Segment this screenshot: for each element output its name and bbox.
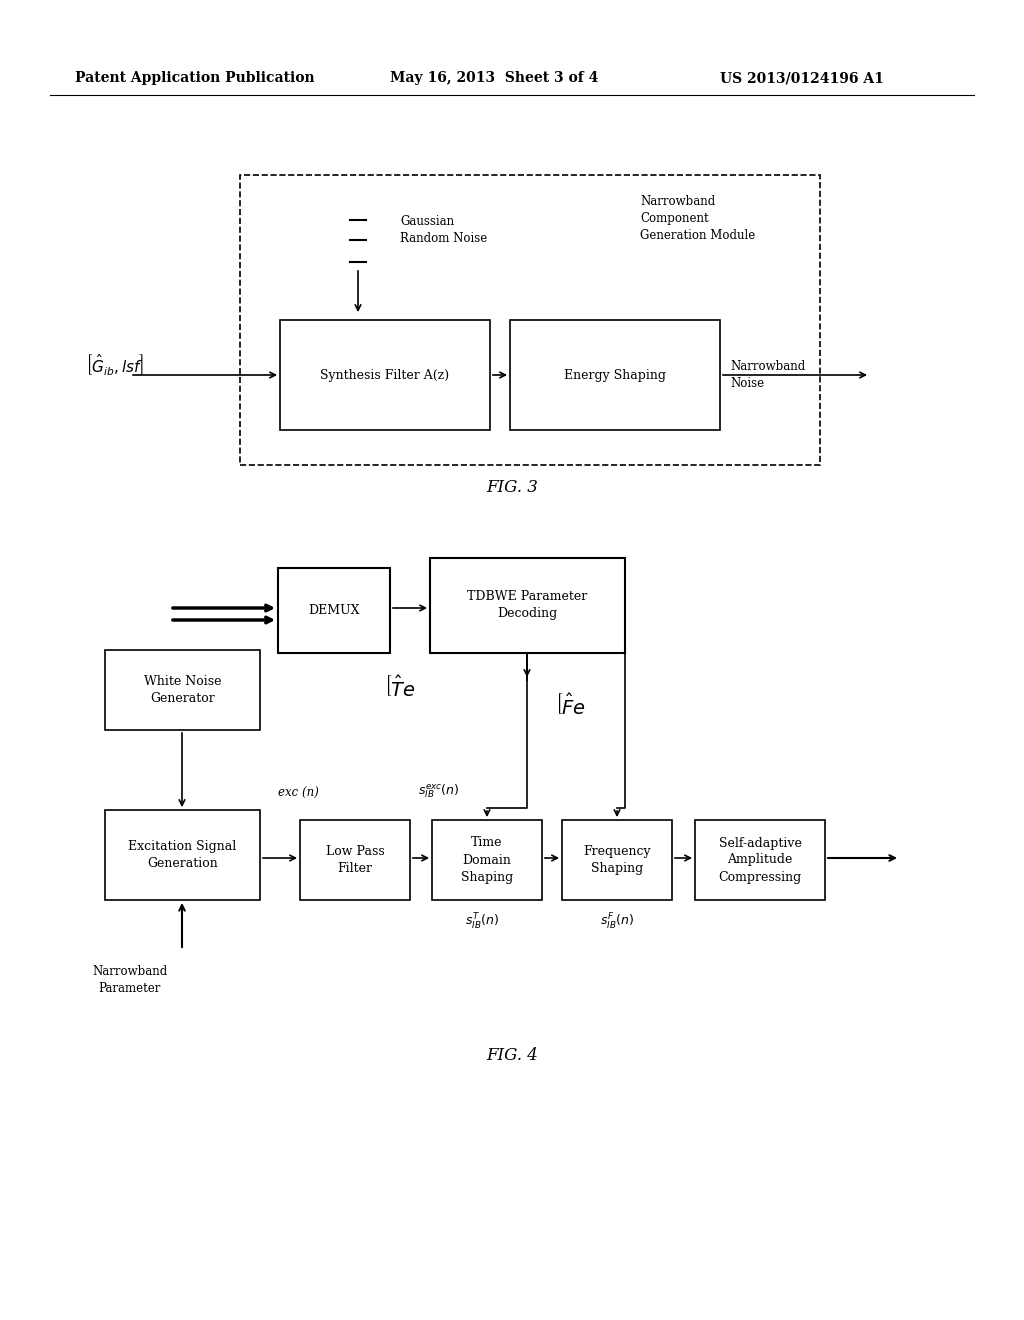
Text: Narrowband
Noise: Narrowband Noise bbox=[730, 360, 805, 389]
Text: Energy Shaping: Energy Shaping bbox=[564, 368, 666, 381]
Text: White Noise
Generator: White Noise Generator bbox=[143, 675, 221, 705]
Text: $\left[\hat{F}e\right.$: $\left[\hat{F}e\right.$ bbox=[555, 693, 586, 718]
Bar bbox=[695, 820, 825, 900]
Text: exc (n): exc (n) bbox=[278, 787, 318, 800]
Text: DEMUX: DEMUX bbox=[308, 605, 359, 616]
Text: Excitation Signal
Generation: Excitation Signal Generation bbox=[128, 840, 237, 870]
Text: Gaussian
Random Noise: Gaussian Random Noise bbox=[400, 215, 487, 246]
Text: Narrowband
Parameter: Narrowband Parameter bbox=[92, 965, 168, 995]
Text: Frequency
Shaping: Frequency Shaping bbox=[584, 845, 651, 875]
Text: FIG. 4: FIG. 4 bbox=[486, 1047, 538, 1064]
Text: Synthesis Filter A(z): Synthesis Filter A(z) bbox=[321, 368, 450, 381]
Text: Self-adaptive
Amplitude
Compressing: Self-adaptive Amplitude Compressing bbox=[719, 837, 802, 883]
Text: US 2013/0124196 A1: US 2013/0124196 A1 bbox=[720, 71, 884, 84]
Text: Patent Application Publication: Patent Application Publication bbox=[75, 71, 314, 84]
Text: May 16, 2013  Sheet 3 of 4: May 16, 2013 Sheet 3 of 4 bbox=[390, 71, 598, 84]
Text: $s_{IB}^{F}(n)$: $s_{IB}^{F}(n)$ bbox=[600, 912, 634, 932]
Bar bbox=[432, 820, 542, 900]
Text: Low Pass
Filter: Low Pass Filter bbox=[326, 845, 384, 875]
Text: $\left[\hat{T}e\right.$: $\left[\hat{T}e\right.$ bbox=[384, 675, 416, 700]
Text: $s_{IB}^{exc}(n)$: $s_{IB}^{exc}(n)$ bbox=[418, 783, 460, 800]
Bar bbox=[280, 319, 490, 430]
Bar bbox=[562, 820, 672, 900]
Bar bbox=[510, 319, 720, 430]
Text: $s_{IB}^{T}(n)$: $s_{IB}^{T}(n)$ bbox=[465, 912, 499, 932]
Bar bbox=[105, 649, 260, 730]
Bar bbox=[300, 820, 410, 900]
Text: TDBWE Parameter
Decoding: TDBWE Parameter Decoding bbox=[467, 590, 588, 620]
Bar bbox=[240, 176, 820, 465]
Text: FIG. 3: FIG. 3 bbox=[486, 479, 538, 496]
Bar bbox=[105, 810, 260, 900]
Bar bbox=[430, 558, 625, 653]
Bar bbox=[278, 568, 390, 653]
Text: $\left[\hat{G}_{ib},lsf\right]$: $\left[\hat{G}_{ib},lsf\right]$ bbox=[85, 352, 144, 378]
Text: Narrowband
Component
Generation Module: Narrowband Component Generation Module bbox=[640, 195, 756, 242]
Text: Time
Domain
Shaping: Time Domain Shaping bbox=[461, 837, 513, 883]
